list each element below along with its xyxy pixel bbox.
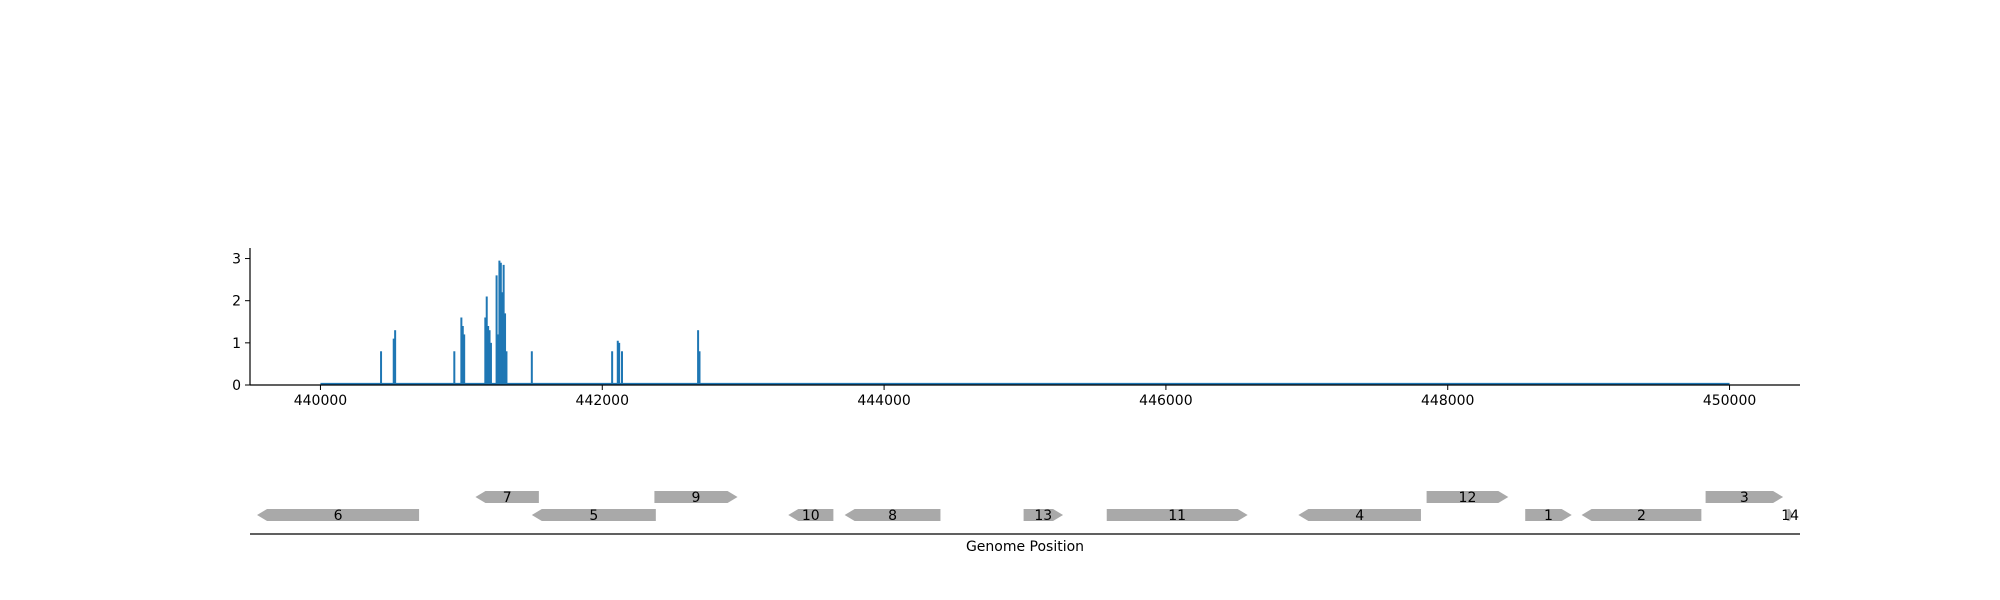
gene-arrow xyxy=(1106,509,1248,521)
gene-label: 1 xyxy=(1544,508,1553,524)
x-tick-label: 448000 xyxy=(1421,393,1474,409)
gene-label: 3 xyxy=(1740,490,1749,506)
gene-label: 4 xyxy=(1355,508,1364,524)
gene-arrow xyxy=(844,509,941,521)
gene-arrow xyxy=(1298,509,1421,521)
gene-label: 12 xyxy=(1459,490,1477,506)
gene-arrow xyxy=(1787,509,1793,521)
coverage-bars xyxy=(320,260,1730,386)
y-tick-label: 3 xyxy=(232,252,241,268)
gene-arrow xyxy=(475,491,539,503)
x-tick-label: 446000 xyxy=(1139,393,1192,409)
x-tick-label: 440000 xyxy=(294,393,347,409)
gene-arrow xyxy=(1705,491,1784,503)
gene-label: 6 xyxy=(334,508,343,524)
y-tick-label: 0 xyxy=(232,378,241,394)
gene-arrow xyxy=(788,509,834,521)
gene-label: 13 xyxy=(1034,508,1052,524)
gene-arrow xyxy=(1581,509,1702,521)
x-tick-label: 444000 xyxy=(857,393,910,409)
gene-arrow xyxy=(654,491,738,503)
gene-label: 8 xyxy=(888,508,897,524)
gene-label: 11 xyxy=(1168,508,1186,524)
coverage-panel: 440000 442000 444000 446000 448000 450000 0 1 2… xyxy=(232,248,1800,409)
gene-label: 2 xyxy=(1637,508,1646,524)
x-tick-label: 442000 xyxy=(576,393,629,409)
gene-label: 5 xyxy=(589,508,598,524)
gene-label: 14 xyxy=(1781,508,1799,524)
gene-arrow xyxy=(531,509,656,521)
y-tick-label: 1 xyxy=(232,336,241,352)
x-axis-ticks: 440000 442000 444000 446000 448000 450000 xyxy=(294,385,1756,409)
gene-arrow xyxy=(1525,509,1572,521)
gene-label: 10 xyxy=(802,508,820,524)
gene-label: 9 xyxy=(692,490,701,506)
gene-arrow xyxy=(1426,491,1509,503)
gene-arrow xyxy=(1023,509,1064,521)
gene-arrow xyxy=(257,509,420,521)
y-axis-ticks: 0 1 2 3 xyxy=(232,252,250,394)
x-axis-label: Genome Position xyxy=(966,539,1084,555)
y-tick-label: 2 xyxy=(232,294,241,310)
x-tick-label: 450000 xyxy=(1703,393,1756,409)
gene-label: 7 xyxy=(503,490,512,506)
